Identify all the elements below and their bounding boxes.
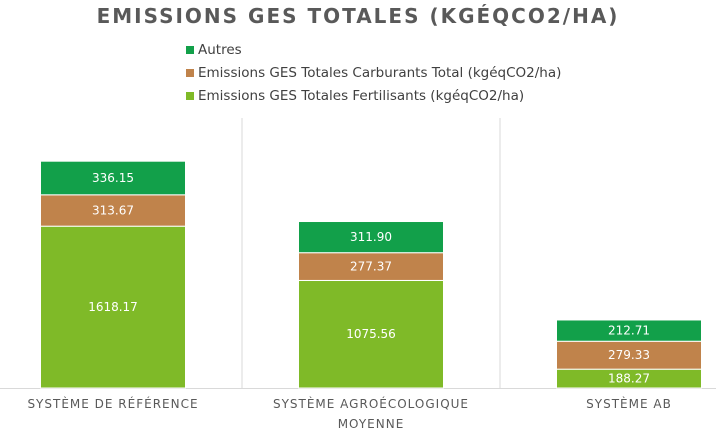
bar-segment-autres-0 [40, 160, 186, 196]
legend-swatch-carburants [186, 68, 194, 77]
data-label-autres-1: 311.90 [350, 230, 392, 244]
data-label-fertilisants-2: 188.27 [608, 372, 650, 386]
data-label-carburants-2: 279.33 [608, 348, 650, 362]
legend-item-carburants: Emissions GES Totales Carburants Total (… [186, 61, 561, 84]
category-label-1-line-1: MOYENNE [338, 417, 405, 431]
legend-item-fertilisants: Emissions GES Totales Fertilisants (kgéq… [186, 84, 561, 107]
data-label-autres-0: 336.15 [92, 171, 134, 185]
data-label-carburants-1: 277.37 [350, 260, 392, 274]
bar-segment-autres-1 [298, 221, 444, 254]
bar-segment-carburants-1 [298, 252, 444, 281]
data-label-autres-2: 212.71 [608, 324, 650, 338]
category-label-1: SYSTÈME AGROÉCOLOGIQUE [273, 396, 469, 411]
data-label-fertilisants-0: 1618.17 [88, 300, 138, 314]
category-label-0: SYSTÈME DE RÉFÉRENCE [27, 396, 198, 411]
category-label-2: SYSTÈME AB [586, 396, 672, 411]
legend-item-autres: Autres [186, 38, 561, 61]
legend-swatch-fertilisants [186, 91, 194, 100]
legend-label-carburants: Emissions GES Totales Carburants Total (… [198, 64, 562, 81]
data-label-fertilisants-1: 1075.56 [346, 327, 396, 341]
data-label-carburants-0: 313.67 [92, 203, 134, 217]
legend-label-autres: Autres [198, 41, 242, 58]
chart-title: EMISSIONS GES TOTALES (KGÉQCO2/HA) [96, 4, 620, 28]
chart-legend: Autres Emissions GES Totales Carburants … [186, 38, 561, 107]
legend-swatch-autres [186, 45, 194, 54]
bar-segment-fertilisants-0 [40, 225, 186, 389]
legend-label-fertilisants: Emissions GES Totales Fertilisants (kgéq… [198, 87, 525, 104]
bar-segment-autres-2 [556, 319, 702, 342]
